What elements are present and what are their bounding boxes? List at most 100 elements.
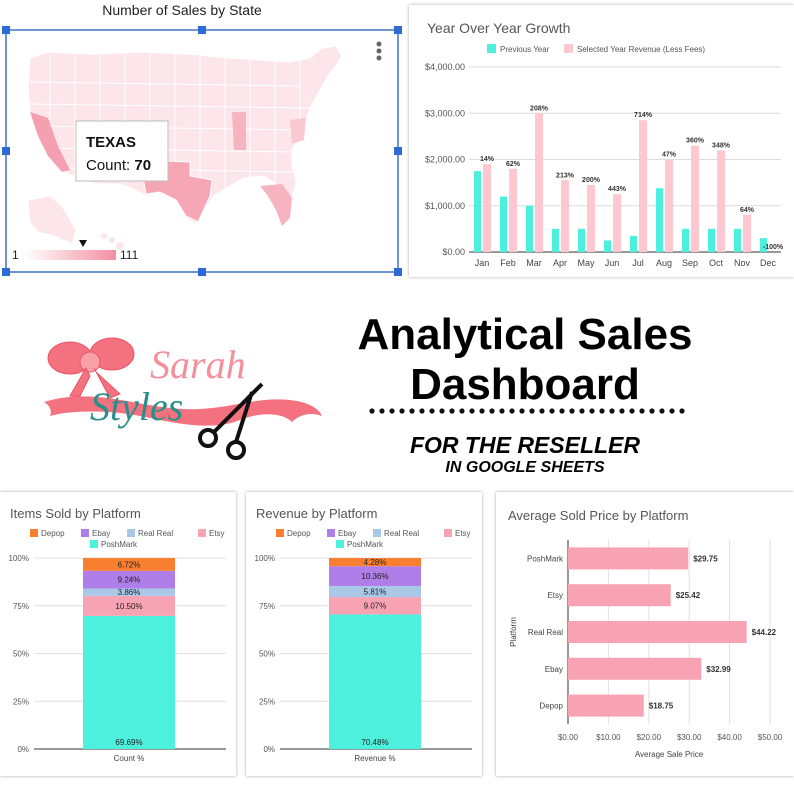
state-tooltip: TEXAS Count: 70	[75, 120, 169, 182]
yoy-data-label: 443%	[608, 186, 627, 193]
yoy-bar-selected[interactable]	[613, 194, 621, 252]
revenue-xtick-label: Revenue %	[354, 754, 395, 763]
revenue-segment-poshmark[interactable]	[329, 614, 421, 749]
yoy-bar-previous[interactable]	[578, 228, 585, 252]
yoy-data-label: 714%	[634, 112, 653, 119]
yoy-xtick-label: Jun	[605, 258, 620, 268]
items-segment-real-real[interactable]	[83, 588, 175, 596]
revenue-segment-ebay[interactable]	[329, 566, 421, 586]
state-hawaii[interactable]	[101, 233, 124, 250]
us-map[interactable]	[27, 45, 343, 250]
revenue-ytick-label: 25%	[259, 697, 275, 706]
yoy-bar-previous[interactable]	[630, 235, 637, 252]
more-options-icon[interactable]	[376, 41, 382, 61]
map-title: Number of Sales by State	[102, 2, 262, 18]
yoy-bar-previous[interactable]	[474, 171, 481, 252]
subtitle-google-sheets: IN GOOGLE SHEETS	[445, 459, 605, 476]
avg-price-panel[interactable]: Average Sold Price by Platform $0.00 $10.…	[496, 492, 794, 776]
items-segment-depop[interactable]	[83, 557, 175, 571]
state-illinois[interactable]	[232, 112, 246, 150]
year-over-year-panel[interactable]: Year Over Year Growth Previous Year Selec…	[409, 5, 794, 277]
yoy-xtick-label: Oct	[709, 258, 724, 268]
yoy-legend: Previous Year Selected Year Revenue (Less…	[487, 44, 705, 54]
state-florida[interactable]	[260, 184, 292, 226]
yoy-legend-swatch	[487, 44, 496, 53]
map-svg: Number of Sales by State	[2, 2, 402, 276]
revenue-panel[interactable]: Revenue by Platform Depop Ebay Real Real Et…	[246, 492, 482, 776]
yoy-xtick-label: May	[577, 258, 595, 268]
avg-data-label: $44.22	[752, 628, 777, 637]
avg-xtick-label: $30.00	[677, 733, 702, 742]
ribbon-shape	[44, 396, 322, 426]
avg-xlabel: Average Sale Price	[635, 750, 704, 759]
avg-bar[interactable]	[568, 547, 689, 570]
yoy-data-label: 208%	[530, 105, 549, 112]
yoy-bar-selected[interactable]	[509, 168, 517, 252]
avg-bar[interactable]	[568, 584, 671, 607]
yoy-bar-selected[interactable]	[743, 215, 751, 252]
yoy-bar-previous[interactable]	[682, 228, 689, 252]
yoy-bar-selected[interactable]	[717, 150, 725, 252]
revenue-legend-label: Etsy	[455, 529, 471, 538]
avg-xtick-label: $20.00	[637, 733, 662, 742]
yoy-data-label: 62%	[506, 161, 521, 168]
items-segment-label: 3.86%	[118, 588, 141, 597]
items-legend-label: Depop	[41, 529, 65, 538]
items-legend-swatch	[30, 529, 38, 537]
yoy-data-label: 213%	[556, 172, 575, 179]
yoy-bar-selected[interactable]	[535, 113, 543, 252]
avg-data-label: $25.42	[676, 591, 701, 600]
yoy-bar-selected[interactable]	[561, 180, 569, 252]
yoy-xtick-label: Sep	[682, 258, 698, 268]
avg-category-label: Depop	[539, 702, 563, 711]
yoy-bar-selected[interactable]	[639, 120, 647, 252]
avg-title: Average Sold Price by Platform	[508, 508, 688, 523]
dashboard-title-line1: Analytical Sales	[357, 310, 693, 359]
state-alaska[interactable]	[27, 195, 77, 245]
logo-styles-text: Styles	[90, 384, 183, 429]
yoy-bar-previous[interactable]	[604, 240, 611, 252]
yoy-bar-previous[interactable]	[526, 205, 533, 252]
yoy-ytick-label: $3,000.00	[425, 108, 465, 118]
dashboard-title-line2: Dashboard	[410, 360, 640, 409]
yoy-bar-selected[interactable]	[691, 145, 699, 252]
yoy-bar-previous[interactable]	[734, 228, 741, 252]
revenue-segment-depop[interactable]	[329, 558, 421, 567]
items-legend-swatch	[90, 540, 98, 548]
revenue-ytick-label: 75%	[259, 602, 275, 611]
yoy-bar-previous[interactable]	[500, 196, 507, 253]
yoy-xtick-label: Mar	[526, 258, 542, 268]
items-chart-svg: Items Sold by Platform Depop Ebay Real Rea…	[9, 506, 226, 763]
yoy-bar-previous[interactable]	[760, 238, 767, 252]
items-segment-ebay[interactable]	[83, 570, 175, 589]
items-segment-etsy[interactable]	[83, 595, 175, 616]
yoy-bar-selected[interactable]	[665, 159, 673, 253]
items-sold-panel[interactable]: Items Sold by Platform Depop Ebay Real Rea…	[0, 492, 236, 776]
yoy-bar-selected[interactable]	[587, 184, 595, 252]
avg-bar[interactable]	[568, 621, 747, 643]
svg-text:Count: 70: Count: 70	[86, 157, 151, 174]
avg-bar[interactable]	[568, 694, 644, 717]
state-nc[interactable]	[290, 118, 306, 144]
items-segment-poshmark[interactable]	[83, 615, 175, 749]
items-legend-label: PoshMark	[101, 540, 138, 549]
sales-by-state-map-panel[interactable]: Number of Sales by State	[0, 0, 405, 282]
yoy-ytick-label: $1,000.00	[425, 201, 465, 211]
yoy-xtick-label: Apr	[553, 258, 567, 268]
state-california[interactable]	[30, 112, 70, 172]
yoy-bar-selected[interactable]	[483, 164, 491, 252]
yoy-ytick-label: $2,000.00	[425, 155, 465, 165]
yoy-bar-previous[interactable]	[552, 228, 559, 252]
avg-bar[interactable]	[568, 657, 702, 680]
yoy-bar-previous[interactable]	[708, 228, 715, 252]
sarah-styles-logo: Sarah Styles	[44, 337, 322, 460]
revenue-legend-label: Depop	[287, 529, 311, 538]
yoy-bar-previous[interactable]	[656, 188, 663, 252]
selection-handles[interactable]	[2, 26, 402, 276]
items-xtick-label: Count %	[114, 754, 145, 763]
yoy-legend-label: Selected Year Revenue (Less Fees)	[577, 45, 705, 54]
revenue-segment-etsy[interactable]	[329, 597, 421, 615]
revenue-legend-swatch	[327, 529, 335, 537]
revenue-segment-real-real[interactable]	[329, 585, 421, 598]
avg-xtick-label: $10.00	[596, 733, 621, 742]
